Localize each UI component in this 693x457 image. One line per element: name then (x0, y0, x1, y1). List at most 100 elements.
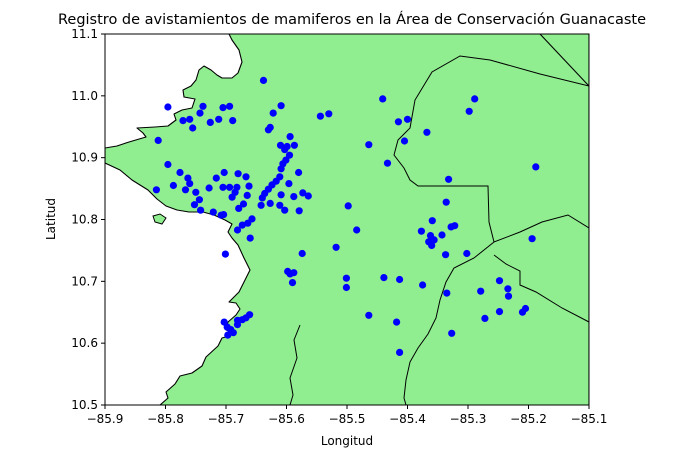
sighting-point (276, 173, 284, 181)
x-tick-label: −85.9 (87, 412, 124, 426)
sighting-point (245, 182, 253, 190)
sighting-point (276, 201, 284, 209)
sighting-point (266, 199, 274, 207)
sighting-point (164, 103, 172, 111)
sighting-point (332, 243, 340, 251)
sighting-point (448, 329, 456, 337)
sighting-point (246, 311, 254, 319)
sighting-point (199, 102, 207, 110)
sighting-point (290, 193, 298, 201)
y-tick-label: 11.1 (71, 27, 98, 41)
sighting-point (477, 287, 485, 295)
sighting-point (233, 183, 241, 191)
sighting-point (221, 250, 229, 258)
sighting-point (394, 118, 402, 126)
sighting-point (380, 274, 388, 282)
x-tick-label: −85.8 (147, 412, 184, 426)
sighting-point (220, 211, 228, 219)
sighting-point (290, 269, 298, 277)
sighting-point (186, 115, 194, 123)
sighting-point (504, 292, 513, 300)
sighting-point (281, 206, 289, 214)
sighting-point (259, 76, 268, 84)
y-tick-label: 10.6 (71, 336, 98, 350)
sighting-point (190, 201, 199, 209)
sighting-point (299, 189, 307, 197)
sighting-point (495, 277, 504, 285)
sighting-point (206, 118, 214, 126)
sighting-point (235, 204, 243, 212)
sighting-point (205, 184, 213, 192)
sighting-point (169, 181, 177, 190)
sighting-point (285, 151, 294, 159)
sighting-point (393, 318, 401, 326)
land-area (105, 34, 589, 405)
sighting-point (383, 159, 392, 167)
sighting-point (220, 168, 228, 177)
sighting-point (495, 308, 504, 316)
x-tick-label: −85.3 (450, 412, 487, 426)
sighting-point (224, 331, 232, 339)
y-axis: 10.5 10.6 10.7 10.8 10.9 11.0 11.1 (71, 27, 105, 412)
sighting-point (423, 128, 431, 136)
sighting-point (243, 191, 251, 199)
island (152, 213, 167, 225)
sighting-point (276, 141, 285, 149)
x-tick-label: −85.5 (329, 412, 366, 426)
sighting-point (504, 285, 512, 293)
x-tick-label: −85.6 (268, 412, 305, 426)
sighting-point (277, 191, 285, 199)
sighting-point (179, 117, 187, 125)
sighting-point (248, 215, 256, 223)
sighting-point (286, 133, 294, 141)
sighting-point (226, 102, 234, 110)
sighting-point (400, 137, 409, 145)
sighting-point (229, 117, 237, 125)
boundary-line-north (393, 55, 589, 243)
x-tick-label: −85.1 (571, 412, 608, 426)
sighting-point (219, 183, 227, 191)
sighting-point (290, 141, 298, 149)
sighting-point (379, 95, 387, 103)
sighting-point (304, 192, 312, 200)
map-layer (105, 34, 589, 405)
sighting-point (365, 311, 373, 319)
x-tick-label: −85.4 (389, 412, 426, 426)
y-tick-label: 10.8 (71, 213, 98, 227)
boundary-line-west-inner (289, 324, 301, 405)
y-axis-label: Latitud (44, 198, 58, 240)
y-tick-label: 11.0 (71, 89, 98, 103)
sighting-point (152, 186, 160, 194)
sighting-point (209, 208, 217, 216)
sighting-point (463, 249, 471, 258)
chart-title: Registro de avistamientos de mamiferos e… (58, 11, 646, 28)
sighting-point (264, 126, 272, 134)
sighting-point (396, 348, 404, 356)
sighting-point (195, 196, 203, 204)
boundary-line-central (403, 241, 495, 405)
sighting-point (342, 283, 350, 292)
y-tick-label: 10.5 (71, 398, 98, 412)
sighting-point (285, 180, 293, 188)
sighting-point (528, 235, 536, 243)
sighting-point (189, 124, 197, 132)
sighting-point (229, 329, 237, 337)
sighting-point (184, 174, 192, 182)
sighting-point (451, 222, 459, 230)
sighting-point (283, 142, 291, 151)
sighting-point (233, 226, 242, 234)
sighting-point (238, 221, 246, 229)
sighting-point (196, 109, 204, 117)
sighting-point (521, 304, 530, 313)
sighting-point (233, 316, 242, 324)
sighting-point (428, 217, 436, 225)
x-tick-label: −85.2 (510, 412, 547, 426)
sighting-point (164, 160, 172, 169)
boundary-line-ne (232, 34, 589, 87)
sighting-point (465, 107, 473, 115)
y-tick-label: 10.9 (71, 151, 98, 165)
sighting-point (532, 163, 540, 171)
x-axis-label: Longitud (321, 434, 373, 448)
sighting-point (226, 183, 234, 191)
